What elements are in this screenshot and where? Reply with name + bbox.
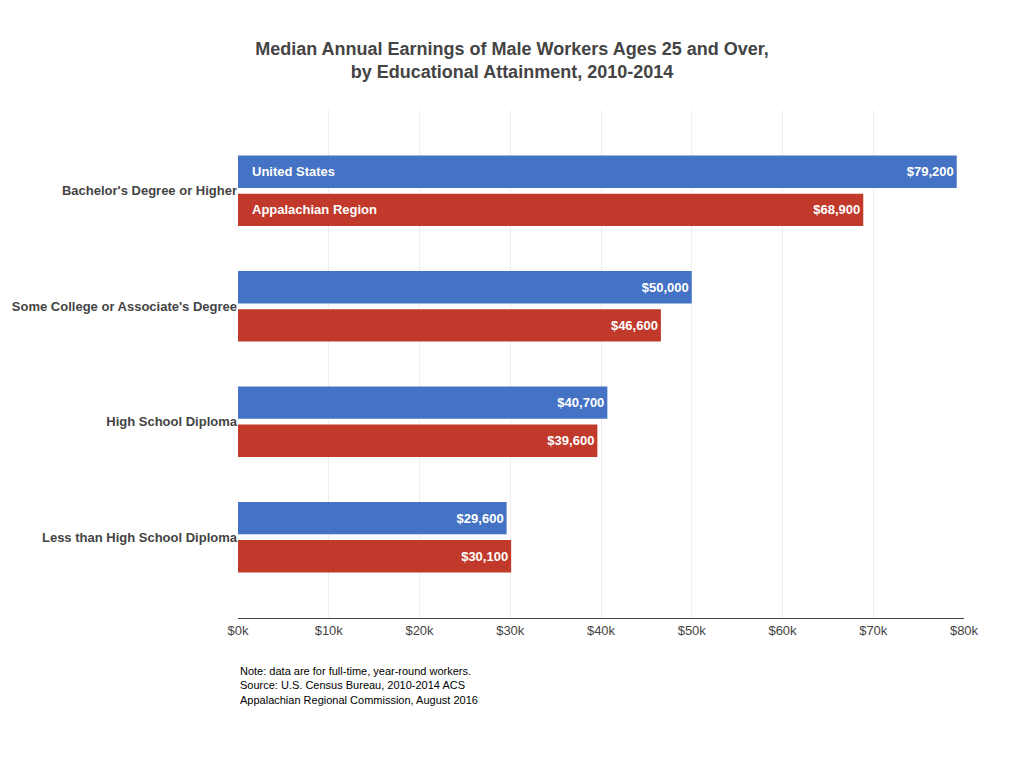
svg-text:Note: data are for full-time,: Note: data are for full-time, year-round…	[240, 665, 478, 706]
svg-text:Appalachian Region: Appalachian Region	[252, 202, 377, 217]
svg-text:Some College or Associate's De: Some College or Associate's Degree	[12, 299, 237, 314]
svg-text:$10k: $10k	[315, 623, 344, 638]
svg-text:High School Diploma: High School Diploma	[106, 414, 237, 429]
svg-text:$80k: $80k	[950, 623, 979, 638]
svg-text:$30,100: $30,100	[461, 549, 508, 564]
svg-text:$30k: $30k	[496, 623, 525, 638]
svg-text:Bachelor's Degree or Higher: Bachelor's Degree or Higher	[62, 183, 237, 198]
svg-text:$40,700: $40,700	[557, 395, 604, 410]
svg-text:Less than High School Diploma: Less than High School Diploma	[42, 530, 238, 545]
svg-text:$50,000: $50,000	[642, 280, 689, 295]
svg-text:$60k: $60k	[768, 623, 797, 638]
svg-text:$39,600: $39,600	[547, 433, 594, 448]
svg-text:$79,200: $79,200	[907, 164, 954, 179]
svg-text:Median Annual Earnings of Male: Median Annual Earnings of Male Workers A…	[255, 39, 768, 82]
svg-text:$50k: $50k	[678, 623, 707, 638]
svg-text:$0k: $0k	[228, 623, 249, 638]
svg-text:United States: United States	[252, 164, 335, 179]
svg-text:$46,600: $46,600	[611, 318, 658, 333]
svg-text:$40k: $40k	[587, 623, 616, 638]
svg-text:$68,900: $68,900	[813, 202, 860, 217]
svg-text:$29,600: $29,600	[457, 511, 504, 526]
svg-text:$70k: $70k	[859, 623, 888, 638]
svg-text:$20k: $20k	[405, 623, 434, 638]
